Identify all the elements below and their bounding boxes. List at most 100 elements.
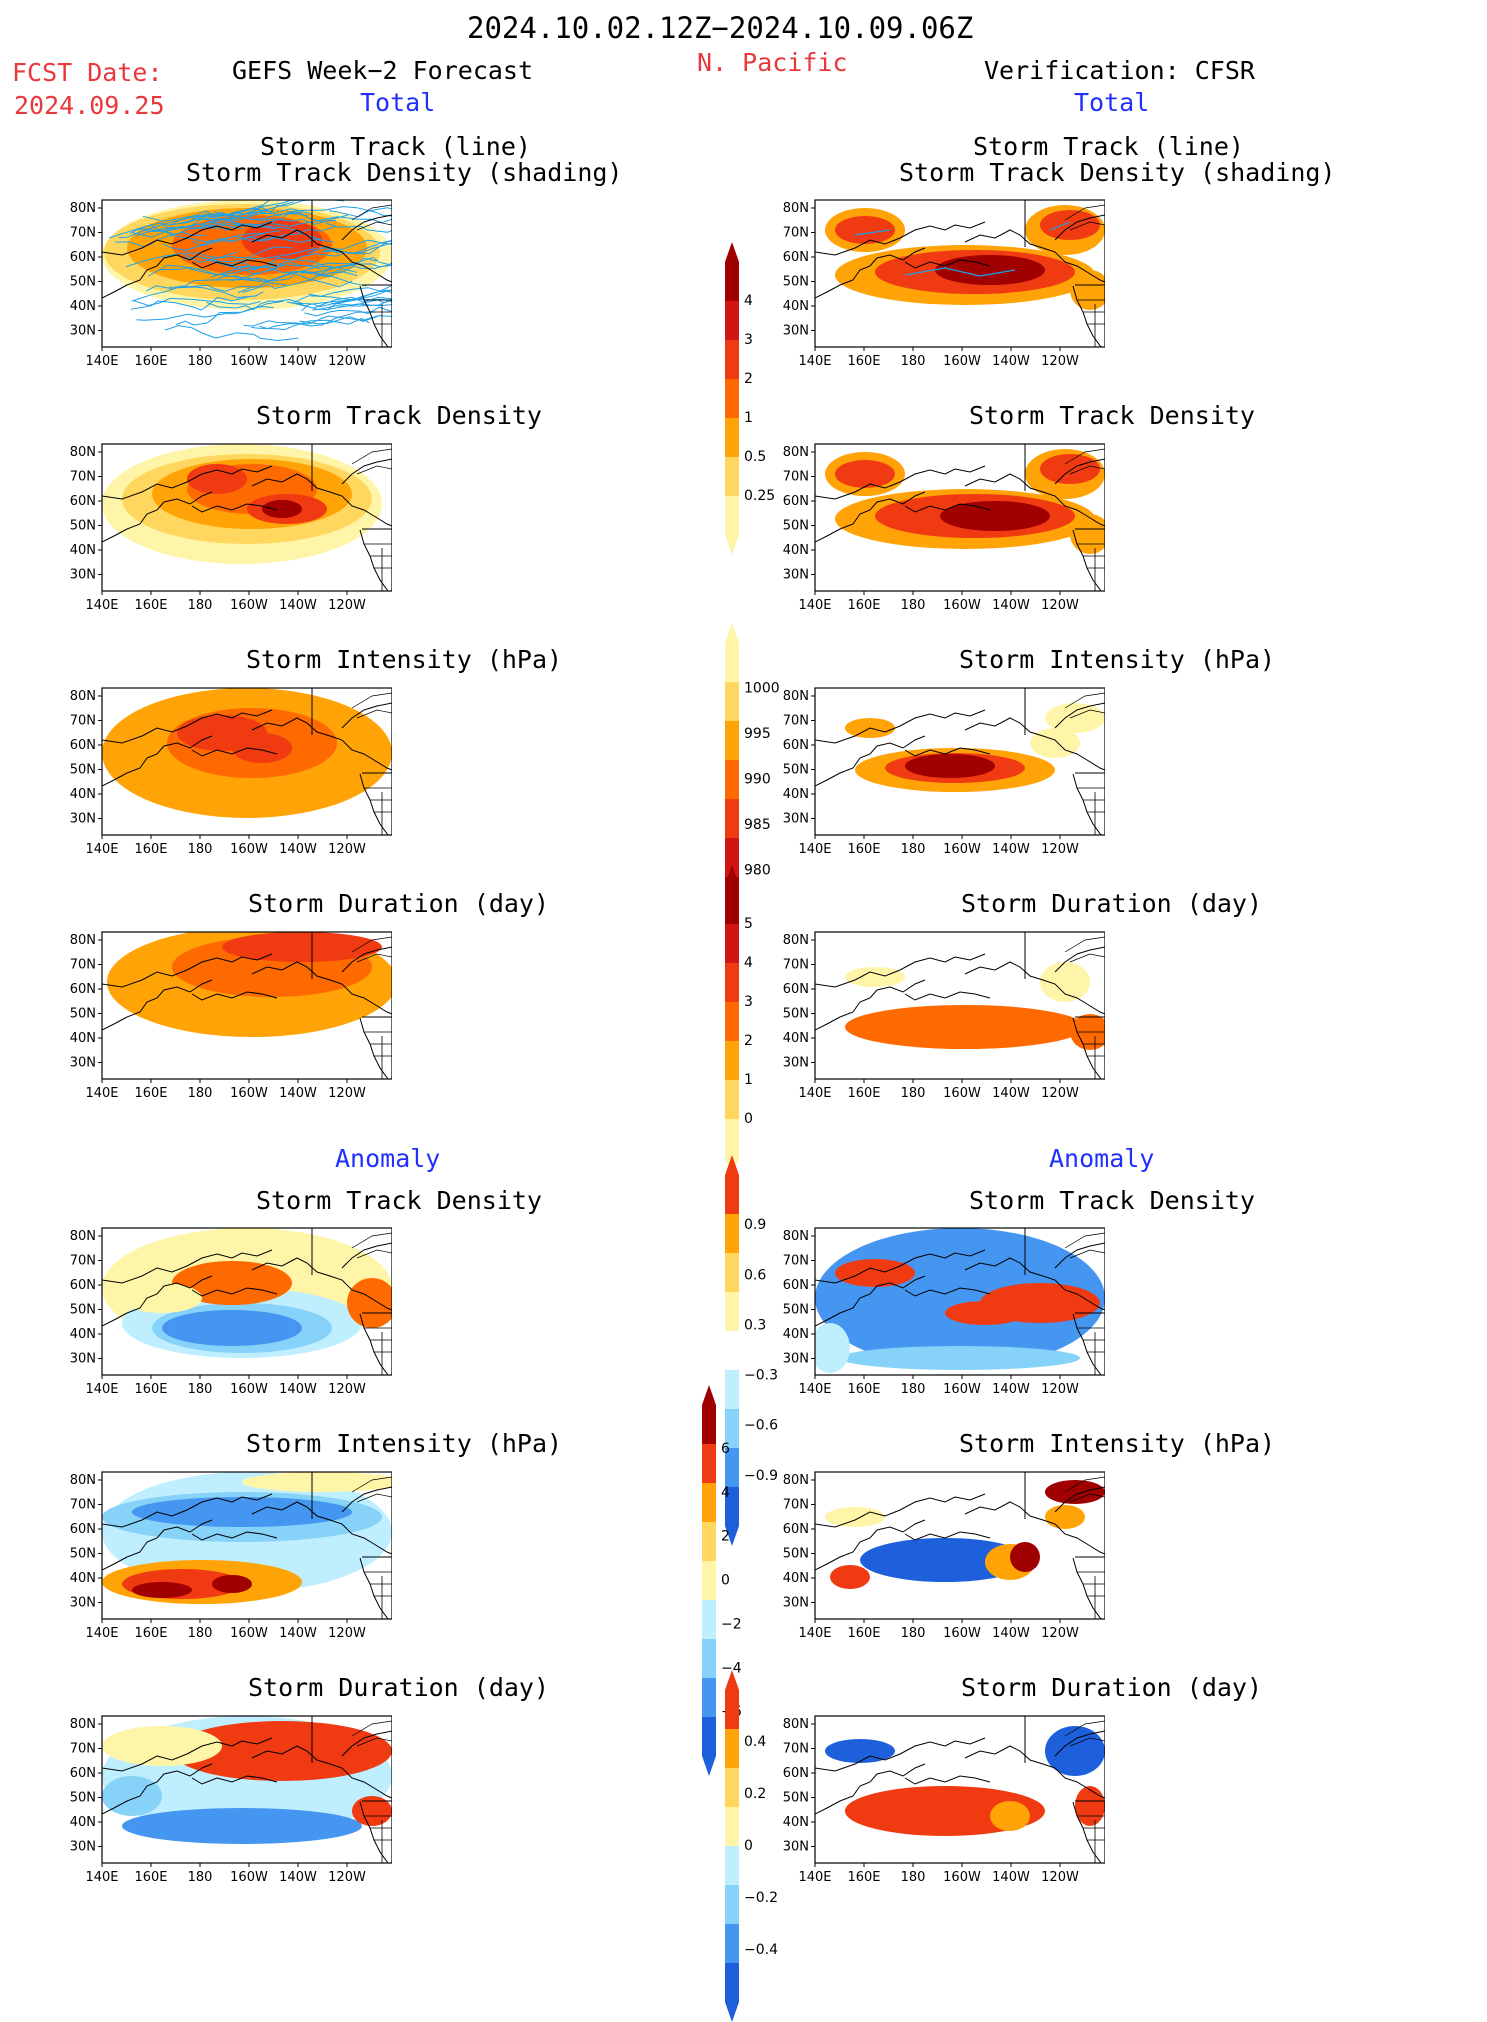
colorbar-tick: 0 <box>744 1111 753 1127</box>
lat-label: 40N <box>70 787 96 802</box>
colorbar-tick: 0.9 <box>744 1217 766 1233</box>
lon-label: 140W <box>279 842 317 857</box>
lat-label: 40N <box>70 299 96 314</box>
lon-label: 140E <box>85 842 118 857</box>
shading-region <box>845 1005 1085 1049</box>
shading-region <box>1045 1726 1105 1776</box>
lat-label: 60N <box>70 738 96 753</box>
map-panel-fa_duration: 80N 70N 60N 50N 40N 30N 140E 160E 180 160W 140W 120… <box>70 1715 392 1885</box>
shading-region <box>905 754 995 778</box>
colorbar-tick: 2 <box>744 1033 753 1049</box>
lat-label: 30N <box>70 1056 96 1071</box>
lon-label: 160E <box>847 598 880 613</box>
title-density-right: Storm Track Density <box>969 401 1255 430</box>
lat-label: 60N <box>70 1766 96 1781</box>
shading-region <box>1045 1505 1085 1529</box>
lat-label: 60N <box>70 250 96 265</box>
lat-label: 60N <box>783 1766 809 1781</box>
lon-label: 120W <box>1041 1086 1079 1101</box>
lat-label: 40N <box>70 1031 96 1046</box>
lat-label: 50N <box>70 1007 96 1022</box>
lon-label: 140E <box>85 1086 118 1101</box>
colorbar-tick: 6 <box>721 1441 730 1457</box>
lat-label: 50N <box>783 763 809 778</box>
lon-label: 140E <box>798 354 831 369</box>
shading-region <box>132 1582 192 1598</box>
colorbar-tick: 2 <box>744 371 753 387</box>
title-anom-duration-right: Storm Duration (day) <box>961 1673 1263 1702</box>
shading-region <box>990 1801 1030 1831</box>
lat-label: 30N <box>783 1056 809 1071</box>
lat-label: 60N <box>70 1522 96 1537</box>
map-panel-f_density: 80N 70N 60N 50N 40N 30N 140E 160E 180 160W 140W 120… <box>70 443 392 613</box>
lat-label: 70N <box>783 958 809 973</box>
shading-region <box>122 1808 362 1844</box>
lon-label: 160E <box>847 1086 880 1101</box>
lon-label: 140W <box>992 354 1030 369</box>
lat-label: 30N <box>783 1352 809 1367</box>
lon-label: 180 <box>901 354 926 369</box>
shading-region <box>825 1739 895 1763</box>
title-track-line-right: Storm Track (line) <box>973 132 1244 161</box>
lon-label: 160W <box>943 1626 981 1641</box>
lon-label: 120W <box>328 1086 366 1101</box>
lon-label: 180 <box>188 842 213 857</box>
lon-label: 120W <box>1041 598 1079 613</box>
colorbar-intensity: 1000 995 990 985 980 <box>725 623 780 936</box>
lon-label: 180 <box>901 842 926 857</box>
lon-label: 140E <box>798 1086 831 1101</box>
title-track-shading-left: Storm Track Density (shading) <box>186 158 623 187</box>
lat-label: 60N <box>783 738 809 753</box>
lat-label: 30N <box>783 1596 809 1611</box>
lat-label: 50N <box>783 1791 809 1806</box>
shading-region <box>222 932 382 962</box>
lat-label: 80N <box>783 445 809 460</box>
lon-label: 160W <box>230 1086 268 1101</box>
lat-label: 80N <box>70 1229 96 1244</box>
lon-label: 160E <box>134 1626 167 1641</box>
lon-label: 160E <box>134 1382 167 1397</box>
colorbar-tick: 1 <box>744 410 753 426</box>
lat-label: 60N <box>783 494 809 509</box>
lat-label: 70N <box>783 1498 809 1513</box>
title-anom-duration-left: Storm Duration (day) <box>248 1673 550 1702</box>
shading-region <box>935 255 1045 285</box>
colorbar-tick: −0.4 <box>744 1942 778 1958</box>
lon-label: 140E <box>798 1870 831 1885</box>
colorbar-tick: 0.5 <box>744 449 766 465</box>
shading-region <box>940 501 1050 531</box>
lon-label: 180 <box>901 1382 926 1397</box>
map-panel-v_track: 80N 70N 60N 50N 40N 30N 140E 160E 180 160W 140W 120… <box>783 199 1105 369</box>
shading-region <box>835 216 895 244</box>
left-total-label: Total <box>360 88 436 117</box>
lat-label: 40N <box>70 1327 96 1342</box>
lon-label: 140E <box>85 1870 118 1885</box>
lat-label: 70N <box>70 226 96 241</box>
lat-label: 40N <box>783 1327 809 1342</box>
lon-label: 140W <box>279 1382 317 1397</box>
lat-label: 40N <box>70 1815 96 1830</box>
lon-label: 160E <box>847 1626 880 1641</box>
shading-region <box>232 733 292 763</box>
fcst-date-label: FCST Date: <box>12 58 163 87</box>
lat-label: 40N <box>70 543 96 558</box>
lat-label: 60N <box>783 250 809 265</box>
lon-label: 120W <box>328 1870 366 1885</box>
lat-label: 50N <box>783 275 809 290</box>
map-panel-f_intensity: 80N 70N 60N 50N 40N 30N 140E 160E 180 160W 140W 120… <box>70 687 392 857</box>
lon-label: 160E <box>847 1870 880 1885</box>
colorbar-tick: −0.2 <box>744 1890 778 1906</box>
map-panel-v_duration: 80N 70N 60N 50N 40N 30N 140E 160E 180 160W 140W 120… <box>783 931 1105 1101</box>
shading-region <box>162 1310 302 1346</box>
lat-label: 30N <box>70 812 96 827</box>
lon-label: 160E <box>847 1382 880 1397</box>
lat-label: 80N <box>783 201 809 216</box>
lon-label: 140W <box>992 842 1030 857</box>
title-anom-density-right: Storm Track Density <box>969 1186 1255 1215</box>
title-duration-left: Storm Duration (day) <box>248 889 550 918</box>
title-track-line-left: Storm Track (line) <box>260 132 531 161</box>
shading-region <box>132 1497 352 1527</box>
shading-region <box>945 1301 1025 1325</box>
right-title: Verification: CFSR <box>984 56 1255 85</box>
shading-region <box>845 967 905 987</box>
